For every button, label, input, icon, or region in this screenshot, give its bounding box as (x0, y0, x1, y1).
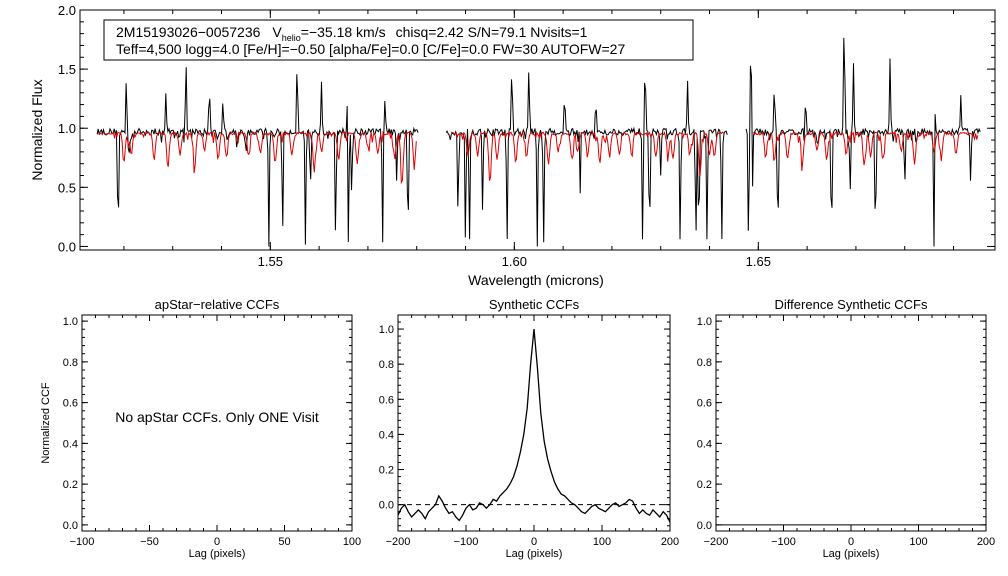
difference-ccf-x-tick-label: 0 (848, 536, 854, 548)
synthetic-ccf-x-axis-label: Lag (pixels) (506, 548, 563, 560)
synthetic-ccf-x-tick-label: 200 (661, 536, 679, 548)
synthetic-ccf-y-tick-label: 0.0 (379, 500, 394, 512)
apstar-ccf-y-tick-label: 0.2 (63, 479, 78, 491)
fit-stats: chisq=2.42 S/N=79.1 Nvisits=1 (396, 24, 588, 40)
difference-ccf-x-tick-label: −100 (771, 536, 796, 548)
synthetic-ccf-x-tick-label: −100 (454, 536, 479, 548)
synthetic-ccf-x-tick-label: 0 (531, 536, 537, 548)
difference-ccf-x-axis-label: Lag (pixels) (823, 548, 880, 560)
difference-ccf-axes: −200 −100 0 100 200 0.0 0.2 0.4 0.6 0.8 1.0 (697, 315, 995, 548)
apstar-ccf-y-tick-label: 0.8 (63, 357, 78, 369)
synthetic-ccf-line (397, 328, 671, 523)
synthetic-ccf-title: Synthetic CCFs (489, 297, 580, 312)
synthetic-ccf-y-tick-label: 0.6 (379, 394, 394, 406)
apstar-ccf-x-tick-label: 0 (214, 536, 220, 548)
difference-ccf-panel: Difference Synthetic CCFs −200 −100 0 100 20… (697, 297, 995, 560)
apstar-ccf-x-tick-label: 50 (278, 536, 290, 548)
apstar-ccf-axes: −100 −50 0 50 100 0.0 0.2 0.4 0.6 0.8 1.0 (63, 315, 361, 548)
synthetic-ccf-panel: Synthetic CCFs −200 −100 0 100 200 0.0 0.2 0.4 0… (379, 297, 679, 560)
apstar-ccf-y-tick-label: 0.0 (63, 520, 78, 532)
synthetic-spectrum-line (98, 130, 979, 185)
vhelio-label: V (272, 24, 282, 40)
spectrum-x-axis-label: Wavelength (microns) (468, 272, 604, 288)
synthetic-ccf-y-tick-label: 0.2 (379, 465, 394, 477)
difference-ccf-y-tick-label: 0.4 (697, 438, 712, 450)
synthetic-spectrum-series (98, 130, 979, 185)
no-ccf-message: No apStar CCFs. Only ONE Visit (115, 409, 319, 425)
spectrum-panel: 1.55 1.60 1.65 0.0 0.5 1.0 1.5 2.0 2M15193026−0… (29, 3, 996, 288)
object-id: 2M15193026−0057236 (116, 24, 261, 40)
spectrum-y-tick-label: 1.5 (58, 62, 76, 77)
spectrum-x-tick-label: 1.55 (258, 254, 283, 269)
stellar-parameters: Teff=4,500 logg=4.0 [Fe/H]=−0.50 [alpha/… (116, 41, 625, 57)
spectrum-y-tick-label: 1.0 (58, 121, 76, 136)
difference-ccf-y-tick-label: 0.8 (697, 357, 712, 369)
synthetic-ccf-x-tick-label: −200 (386, 536, 411, 548)
apstar-ccf-x-tick-label: −100 (70, 536, 95, 548)
difference-ccf-title: Difference Synthetic CCFs (775, 297, 928, 312)
apstar-ccf-y-tick-label: 1.0 (63, 316, 78, 328)
spectrum-y-tick-label: 2.0 (58, 3, 76, 18)
synthetic-ccf-y-tick-label: 1.0 (379, 324, 394, 336)
synthetic-ccf-axes: −200 −100 0 100 200 0.0 0.2 0.4 0.6 0.8 1.0 (379, 314, 679, 548)
difference-ccf-x-tick-label: 200 (977, 536, 995, 548)
apstar-ccf-x-tick-label: 100 (343, 536, 361, 548)
vhelio-value: =−35.18 km/s (301, 24, 386, 40)
synthetic-ccf-x-tick-label: 100 (593, 536, 611, 548)
spectrum-y-axis-label: Normalized Flux (29, 79, 45, 180)
spectrum-axes: 1.55 1.60 1.65 0.0 0.5 1.0 1.5 2.0 (58, 3, 995, 269)
apstar-ccf-title: apStar−relative CCFs (155, 297, 280, 312)
apstar-ccf-y-axis-label: Normalized CCF (40, 382, 52, 464)
difference-ccf-x-tick-label: 100 (909, 536, 927, 548)
synthetic-ccf-series (397, 328, 671, 523)
vhelio-subscript: helio (282, 33, 301, 43)
difference-ccf-y-tick-label: 0.6 (697, 398, 712, 410)
spectrum-y-tick-label: 0.0 (58, 239, 76, 254)
spectrum-x-tick-label: 1.65 (746, 254, 771, 269)
spectrum-x-tick-label: 1.60 (502, 254, 527, 269)
difference-ccf-y-tick-label: 0.2 (697, 479, 712, 491)
apstar-ccf-x-tick-label: −50 (140, 536, 159, 548)
spectrum-plot-frame (79, 9, 996, 251)
synthetic-ccf-y-tick-label: 0.8 (379, 359, 394, 371)
synthetic-ccf-y-tick-label: 0.4 (379, 429, 394, 441)
apstar-ccf-panel: apStar−relative CCFs −100 −50 0 50 100 0.0 0.2… (40, 297, 361, 560)
difference-ccf-y-tick-label: 0.0 (697, 520, 712, 532)
apstar-ccf-y-tick-label: 0.6 (63, 398, 78, 410)
difference-ccf-y-tick-label: 1.0 (697, 316, 712, 328)
spectrum-y-tick-label: 0.5 (58, 180, 76, 195)
apstar-ccf-x-axis-label: Lag (pixels) (189, 548, 246, 560)
difference-ccf-x-tick-label: −200 (704, 536, 729, 548)
apstar-ccf-y-tick-label: 0.4 (63, 438, 78, 450)
spectrum-info-box: 2M15193026−0057236 Vhelio=−35.18 km/s chis… (103, 19, 694, 61)
